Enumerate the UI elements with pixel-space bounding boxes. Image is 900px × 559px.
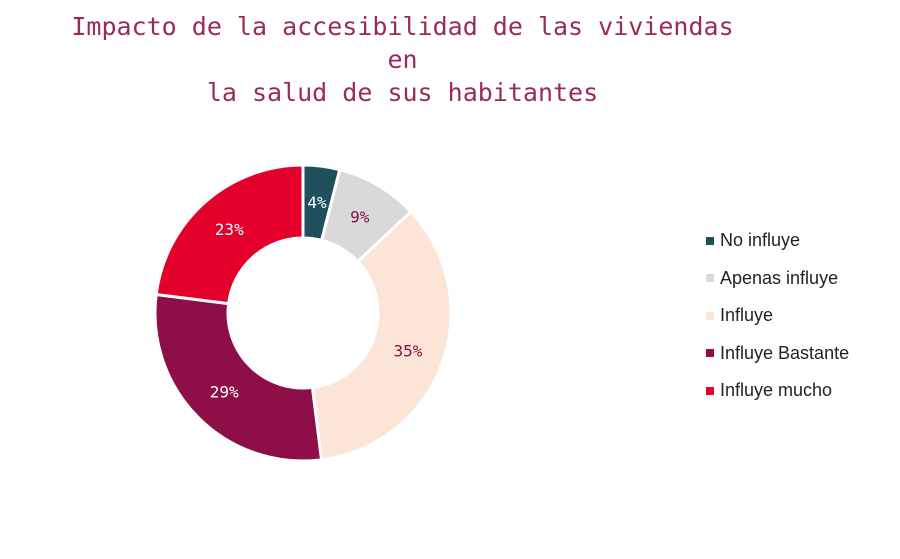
legend-swatch [706,311,714,320]
chart-title-line-1: Impacto de la accesibilidad de las vivie… [71,12,734,41]
legend-item-apenas-influye: Apenas influye [706,260,849,298]
data-label-influye: 35% [393,341,422,360]
legend-label: Influye mucho [720,380,833,401]
legend-label: Apenas influye [720,267,839,288]
legend-swatch [706,236,714,245]
legend-label: Influye Bastante [720,342,850,363]
legend-label: No influye [720,230,801,251]
chart-legend: No influye Apenas influye Influye Influy… [706,222,849,410]
legend-item-influye: Influye [706,297,849,335]
chart-title-line-2: en [387,45,418,74]
legend-swatch [706,386,714,395]
donut-slice-influye-bastante [153,292,324,463]
legend-item-influye-mucho: Influye mucho [706,372,849,410]
legend-item-no-influye: No influye [706,222,849,260]
chart-title: Impacto de la accesibilidad de las vivie… [0,10,805,109]
data-label-apenas-influye: 9% [350,208,370,227]
legend-swatch [706,274,714,283]
donut-slice-influye-mucho [154,163,305,306]
legend-item-influye-bastante: Influye Bastante [706,335,849,373]
legend-label: Influye [720,305,774,326]
legend-swatch [706,349,714,358]
data-label-influye-bastante: 29% [210,382,239,401]
chart-title-line-3: la salud de sus habitantes [206,78,599,107]
donut-slice-influye [310,209,453,462]
data-label-no-influye: 4% [307,193,327,212]
data-label-influye-mucho: 23% [215,220,244,239]
